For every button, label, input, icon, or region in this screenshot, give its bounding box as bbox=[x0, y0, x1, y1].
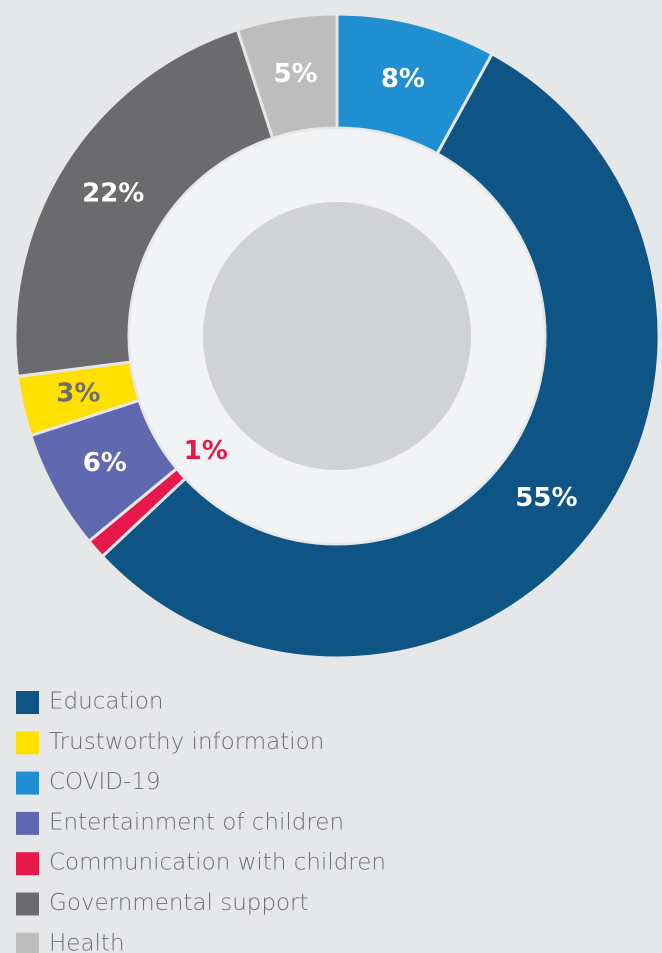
legend-label: Communication with children bbox=[49, 850, 386, 876]
legend-swatch bbox=[16, 691, 39, 714]
data-label: 3% bbox=[56, 378, 100, 408]
legend-swatch bbox=[16, 892, 39, 916]
legend-swatch bbox=[16, 771, 39, 795]
legend-swatch bbox=[16, 811, 39, 835]
data-label: 8% bbox=[381, 64, 425, 94]
slice bbox=[235, 12, 339, 141]
slice bbox=[13, 27, 275, 379]
data-label: 22% bbox=[82, 179, 144, 209]
legend-label: Governmental support bbox=[49, 890, 309, 916]
data-label: 1% bbox=[184, 436, 228, 466]
data-label: 6% bbox=[83, 448, 127, 478]
legend-label: Entertainment of children bbox=[49, 809, 344, 835]
data-label: 55% bbox=[515, 483, 577, 513]
slice bbox=[100, 51, 661, 660]
legend-swatch bbox=[16, 852, 39, 876]
legend-label: Health bbox=[49, 930, 125, 953]
data-label: 5% bbox=[273, 59, 317, 89]
donut-center bbox=[203, 202, 471, 470]
legend-label: Trustworthy information bbox=[49, 729, 324, 755]
legend-label: Education bbox=[49, 689, 164, 715]
legend-swatch bbox=[16, 731, 39, 755]
legend-label: COVID-19 bbox=[49, 769, 161, 795]
legend-swatch bbox=[16, 932, 39, 953]
